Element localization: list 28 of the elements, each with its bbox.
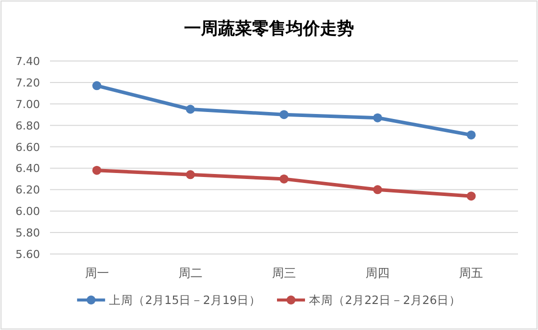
y-tick-label: 6.40 xyxy=(16,162,40,176)
point xyxy=(280,110,288,120)
y-tick-label: 5.60 xyxy=(16,248,40,261)
point xyxy=(92,166,102,175)
point xyxy=(373,113,382,122)
y-tick-label: 5.80 xyxy=(16,226,40,240)
x-tick-label: 周四 xyxy=(366,266,390,280)
y-tick-label: 7.40 xyxy=(16,55,40,68)
x-tick-label: 周三 xyxy=(272,266,296,280)
x-tick-label: 周五 xyxy=(459,266,484,280)
y-tick-label: 6.80 xyxy=(16,119,40,132)
y-tick-label: 6.00 xyxy=(16,205,40,218)
x-tick-label: 周二 xyxy=(178,266,202,280)
y-tick-label: 7.00 xyxy=(16,98,40,111)
legend-label: 本周（2月22日－2月26日） xyxy=(309,293,461,307)
point xyxy=(280,174,288,184)
point xyxy=(373,185,382,194)
point xyxy=(186,104,195,114)
y-tick-label: 6.20 xyxy=(16,184,40,197)
y-tick-label: 7.20 xyxy=(16,76,40,90)
point xyxy=(466,130,476,140)
y-tick-label: 6.60 xyxy=(16,140,40,154)
point xyxy=(186,170,195,180)
legend-label: 上周（2月15日－2月19日） xyxy=(109,293,261,307)
point xyxy=(466,192,476,201)
chart-title: 一周蔬菜零售均价走势 xyxy=(184,19,354,39)
x-tick-label: 周一 xyxy=(84,266,109,280)
point xyxy=(92,81,102,90)
